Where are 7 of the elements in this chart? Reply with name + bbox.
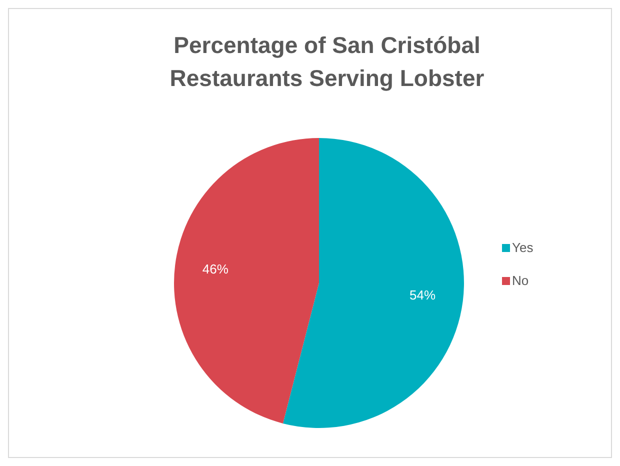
pie-slice: [174, 138, 319, 424]
legend-label: No: [512, 273, 529, 288]
data-label: 54%: [410, 288, 436, 303]
data-label: 46%: [202, 261, 229, 276]
pie-slice: [282, 138, 464, 428]
legend-label: Yes: [512, 240, 534, 255]
chart-title: Percentage of San Cristóbal Restaurants Serving Lobster: [170, 32, 484, 91]
